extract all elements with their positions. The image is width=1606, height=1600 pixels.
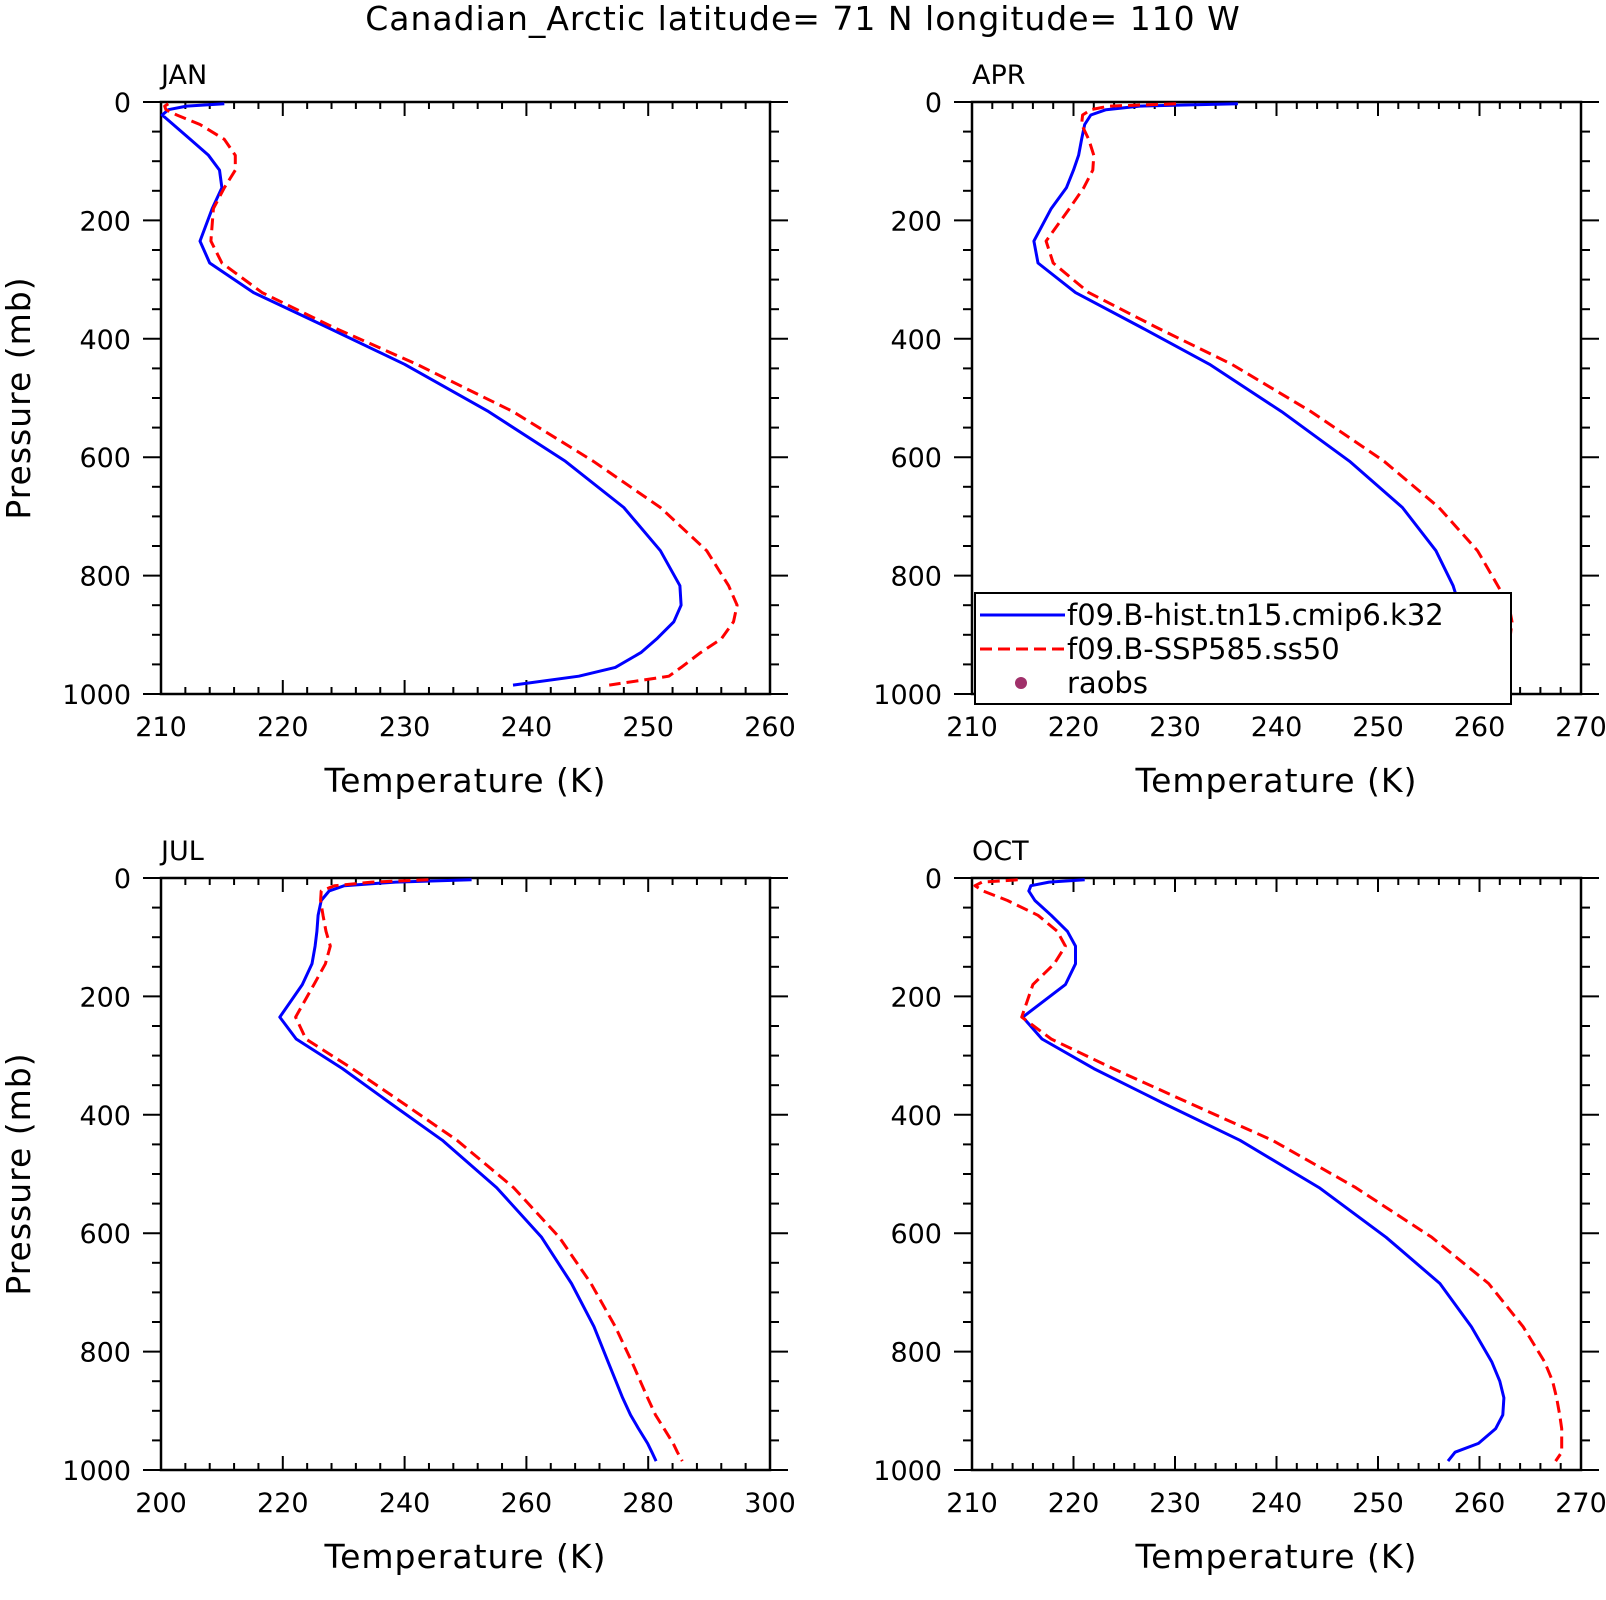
y-tick-label: 600 [79, 443, 131, 474]
legend-box [974, 592, 1512, 705]
x-tick-label: 220 [1048, 712, 1100, 743]
series-line-ssp585 [163, 102, 739, 687]
panel-label: OCT [972, 836, 1029, 867]
y-tick-label: 200 [890, 982, 942, 1013]
x-tick-label: 210 [135, 712, 187, 743]
y-tick-label: 1000 [873, 680, 942, 711]
legend-label: f09.B-hist.tn15.cmip6.k32 [1067, 598, 1444, 632]
x-tick-label: 270 [1555, 1488, 1606, 1519]
x-tick-label: 230 [1149, 1488, 1201, 1519]
x-tick-label: 240 [1251, 712, 1303, 743]
y-tick-label: 200 [79, 982, 131, 1013]
y-tick-label: 1000 [62, 1456, 131, 1487]
x-tick-label: 230 [1149, 712, 1201, 743]
y-tick-label: 800 [79, 1338, 131, 1369]
x-tick-label: 210 [946, 712, 998, 743]
y-tick-label: 1000 [873, 1456, 942, 1487]
panel-oct: 210 220 230 240 250 260 270 0 200 400 600 800 1000 OC… [873, 836, 1606, 1576]
y-tick-label: 200 [890, 206, 942, 237]
panel-jan: 210 220 230 240 250 260 0 200 400 600 800 1000 JAN Te… [0, 60, 796, 800]
panel-label: JUL [159, 836, 204, 867]
legend: f09.B-hist.tn15.cmip6.k32f09.B-SSP585.ss… [974, 592, 1512, 705]
x-tick-label: 210 [946, 1488, 998, 1519]
y-tick-label: 400 [890, 325, 942, 356]
y-tick-label: 400 [79, 1101, 131, 1132]
y-tick-label: 400 [79, 325, 131, 356]
y-tick-label: 800 [79, 562, 131, 593]
y-tick-label: 800 [890, 1338, 942, 1369]
x-tick-label: 230 [379, 712, 431, 743]
y-tick-label: 600 [890, 1219, 942, 1250]
y-axis-title: Pressure (mb) [0, 276, 38, 519]
y-tick-label: 600 [79, 1219, 131, 1250]
panel-apr: 210 220 230 240 250 260 270 0 200 400 600 800 1000 AP… [873, 60, 1606, 800]
x-tick-label: 220 [1048, 1488, 1100, 1519]
x-axis-title: Temperature (K) [324, 761, 607, 800]
x-tick-label: 240 [501, 712, 553, 743]
x-tick-label: 220 [257, 712, 309, 743]
x-axis-title: Temperature (K) [324, 1537, 607, 1576]
x-tick-label: 260 [744, 712, 796, 743]
plot-frame [970, 876, 1583, 1472]
panels-group: 210 220 230 240 250 260 0 200 400 600 800 1000 JAN Te… [0, 60, 1606, 1576]
y-tick-label: 0 [925, 864, 942, 895]
x-axis-title: Temperature (K) [1135, 761, 1418, 800]
x-tick-label: 250 [622, 712, 674, 743]
series-line-ssp585 [294, 878, 684, 1462]
x-tick-label: 250 [1352, 1488, 1404, 1519]
legend-label: f09.B-SSP585.ss50 [1067, 632, 1340, 666]
x-tick-label: 200 [135, 1488, 187, 1519]
y-axis-title: Pressure (mb) [0, 1052, 38, 1295]
y-tick-label: 0 [925, 88, 942, 119]
series-line-ssp585 [973, 878, 1564, 1462]
series-line-hist [1021, 878, 1506, 1463]
legend-marker-raobs [1015, 677, 1027, 689]
series-line-hist [278, 878, 658, 1462]
legend-label: raobs [1067, 666, 1148, 700]
x-tick-label: 220 [257, 1488, 309, 1519]
x-tick-label: 260 [1454, 1488, 1506, 1519]
panel-label: APR [972, 60, 1026, 91]
x-tick-label: 250 [1352, 712, 1404, 743]
x-tick-label: 280 [622, 1488, 674, 1519]
x-tick-label: 260 [1454, 712, 1506, 743]
y-tick-label: 600 [890, 443, 942, 474]
x-tick-label: 300 [744, 1488, 796, 1519]
x-axis-title: Temperature (K) [1135, 1537, 1418, 1576]
y-tick-label: 1000 [62, 680, 131, 711]
panel-jul: 200 220 240 260 280 300 0 200 400 600 800 1000 JUL Te… [0, 836, 796, 1576]
plot-frame [159, 876, 772, 1472]
y-tick-label: 800 [890, 562, 942, 593]
panel-label: JAN [159, 60, 207, 91]
x-tick-label: 260 [501, 1488, 553, 1519]
series-line-hist [160, 102, 683, 687]
y-tick-label: 0 [114, 864, 131, 895]
y-tick-label: 0 [114, 88, 131, 119]
y-tick-label: 200 [79, 206, 131, 237]
main-title: Canadian_Arctic latitude= 71 N longitude… [365, 0, 1241, 38]
x-tick-label: 240 [379, 1488, 431, 1519]
x-tick-label: 240 [1251, 1488, 1303, 1519]
y-tick-label: 400 [890, 1101, 942, 1132]
x-tick-label: 270 [1555, 712, 1606, 743]
